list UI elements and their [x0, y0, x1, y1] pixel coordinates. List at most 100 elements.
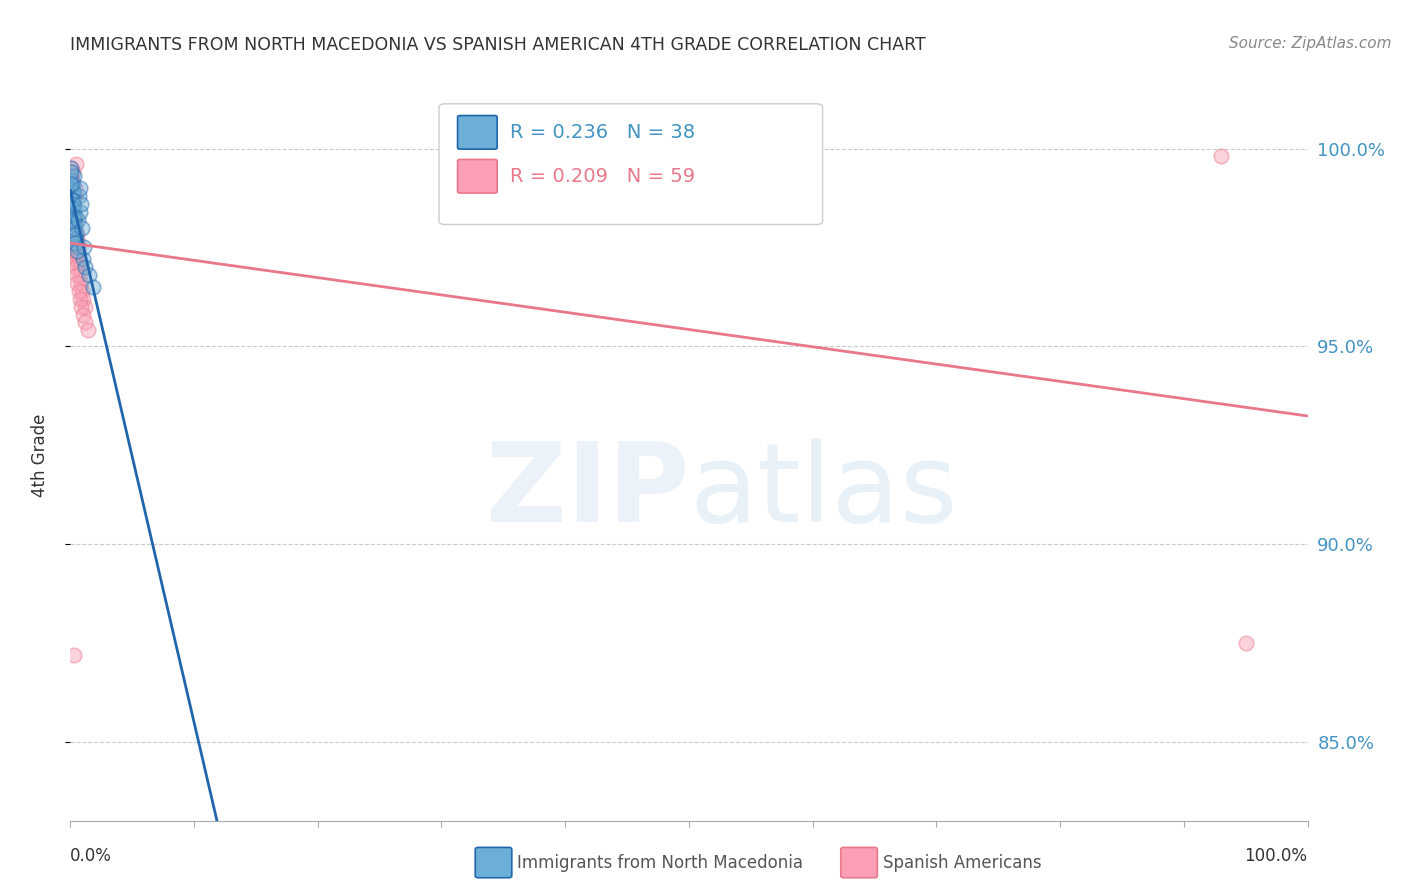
Point — [65, 181, 87, 195]
Y-axis label: 4th Grade: 4th Grade — [31, 413, 49, 497]
Point — [75, 260, 97, 274]
Point — [63, 648, 86, 662]
Text: 0.0%: 0.0% — [70, 847, 112, 865]
Text: Spanish Americans: Spanish Americans — [883, 854, 1042, 871]
Point — [60, 201, 83, 215]
Point — [59, 169, 82, 184]
Point — [1234, 636, 1257, 650]
Point — [60, 173, 83, 187]
Point — [60, 217, 83, 231]
Point — [63, 169, 86, 184]
Point — [63, 225, 86, 239]
Point — [67, 252, 90, 267]
Point — [63, 228, 86, 243]
Point — [63, 209, 86, 223]
Text: atlas: atlas — [689, 438, 957, 545]
Point — [62, 193, 84, 207]
Point — [75, 316, 97, 330]
Point — [62, 212, 84, 227]
Point — [67, 212, 90, 227]
Point — [69, 292, 91, 306]
Point — [63, 217, 86, 231]
Point — [63, 236, 86, 251]
FancyBboxPatch shape — [439, 103, 823, 225]
Point — [67, 189, 90, 203]
Point — [62, 232, 84, 246]
Point — [66, 240, 89, 254]
Point — [66, 236, 89, 251]
Point — [72, 308, 94, 322]
Point — [70, 284, 93, 298]
Point — [60, 165, 83, 179]
Point — [62, 204, 84, 219]
Point — [63, 244, 86, 259]
Point — [60, 177, 83, 191]
Point — [62, 185, 84, 199]
Text: R = 0.236   N = 38: R = 0.236 N = 38 — [509, 123, 695, 142]
Text: ZIP: ZIP — [485, 438, 689, 545]
Point — [60, 173, 83, 187]
Point — [65, 260, 87, 274]
Point — [65, 232, 87, 246]
Text: 100.0%: 100.0% — [1244, 847, 1308, 865]
Point — [70, 220, 93, 235]
Point — [67, 244, 90, 259]
Point — [73, 240, 96, 254]
Point — [1209, 149, 1232, 163]
Point — [66, 268, 89, 282]
Point — [67, 284, 90, 298]
Point — [60, 189, 83, 203]
Text: IMMIGRANTS FROM NORTH MACEDONIA VS SPANISH AMERICAN 4TH GRADE CORRELATION CHART: IMMIGRANTS FROM NORTH MACEDONIA VS SPANI… — [70, 36, 927, 54]
Point — [60, 177, 83, 191]
Point — [59, 161, 82, 176]
Point — [77, 268, 100, 282]
Point — [65, 225, 87, 239]
Point — [60, 209, 83, 223]
Point — [62, 193, 84, 207]
Point — [73, 300, 96, 314]
Point — [63, 220, 86, 235]
Point — [70, 300, 93, 314]
Point — [65, 236, 87, 251]
Point — [62, 185, 84, 199]
FancyBboxPatch shape — [457, 116, 498, 149]
Text: R = 0.209   N = 59: R = 0.209 N = 59 — [509, 167, 695, 186]
Point — [66, 244, 89, 259]
Point — [62, 197, 84, 211]
Point — [60, 197, 83, 211]
Point — [60, 173, 83, 187]
Point — [62, 212, 84, 227]
Point — [76, 323, 98, 337]
Point — [60, 193, 83, 207]
Point — [82, 280, 104, 294]
Point — [65, 189, 87, 203]
Point — [62, 165, 84, 179]
Point — [63, 232, 86, 246]
Point — [65, 252, 87, 267]
Point — [60, 204, 83, 219]
Point — [65, 217, 87, 231]
Point — [62, 201, 84, 215]
Point — [60, 181, 83, 195]
Point — [63, 220, 86, 235]
Point — [69, 204, 91, 219]
Point — [69, 276, 91, 290]
Point — [60, 181, 83, 195]
Point — [66, 228, 89, 243]
Point — [60, 201, 83, 215]
Point — [69, 268, 91, 282]
Point — [72, 292, 94, 306]
Point — [60, 225, 83, 239]
Text: Immigrants from North Macedonia: Immigrants from North Macedonia — [517, 854, 803, 871]
Point — [59, 161, 82, 176]
Point — [63, 228, 86, 243]
Point — [69, 260, 91, 274]
Point — [60, 209, 83, 223]
Point — [65, 240, 87, 254]
Point — [60, 193, 83, 207]
Point — [60, 197, 83, 211]
FancyBboxPatch shape — [457, 160, 498, 193]
Point — [62, 197, 84, 211]
Text: Source: ZipAtlas.com: Source: ZipAtlas.com — [1229, 36, 1392, 51]
Point — [65, 256, 87, 270]
